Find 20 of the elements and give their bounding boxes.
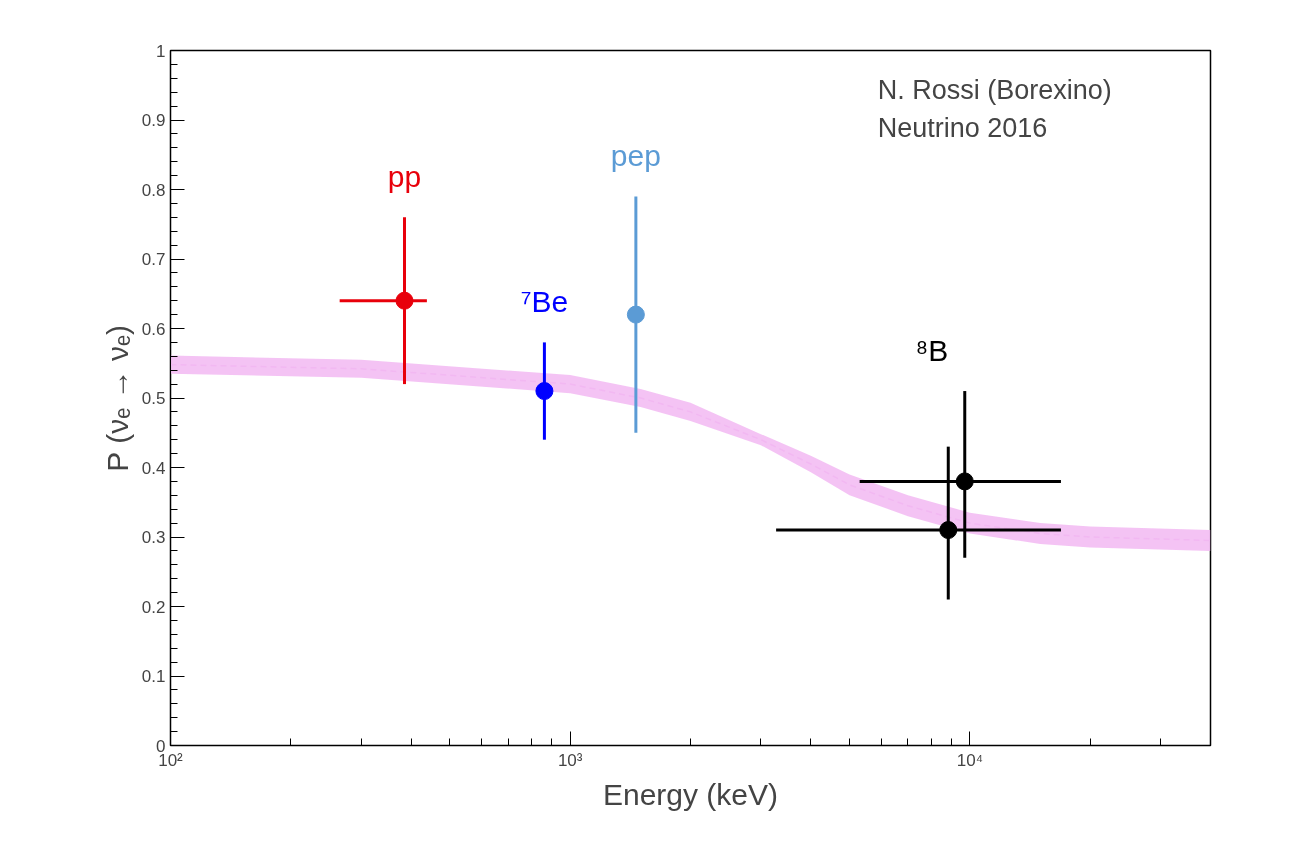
text: pp [387,159,422,193]
y-tick-label: 1 [156,41,166,61]
y-tick-label: 0.3 [141,528,166,547]
y-tick-label: 0.6 [141,319,166,339]
annotation: N. Rossi (Borexino) [877,74,1112,105]
text: ⁸B [915,333,949,367]
y-tick-label: 0.1 [141,667,166,686]
annotation: Neutrino 2016 [877,113,1048,144]
x-tick-label: 10⁴ [956,750,983,770]
y-tick-label: 0.8 [141,180,166,200]
y-tick-label: 0.4 [141,458,166,478]
x-axis-title: Energy (keV) [602,777,779,811]
x-tick-label: 10³ [557,750,583,770]
y-tick-label: 0.9 [141,111,166,130]
y-tick-label: 0.7 [141,250,166,269]
y-axis-title: P (νₑ → νₑ) [100,324,134,472]
y-tick-label: 0.5 [141,389,166,408]
text: pep [610,139,661,173]
text: ⁷Be [520,285,569,319]
y-tick-label: 0.2 [141,597,166,617]
